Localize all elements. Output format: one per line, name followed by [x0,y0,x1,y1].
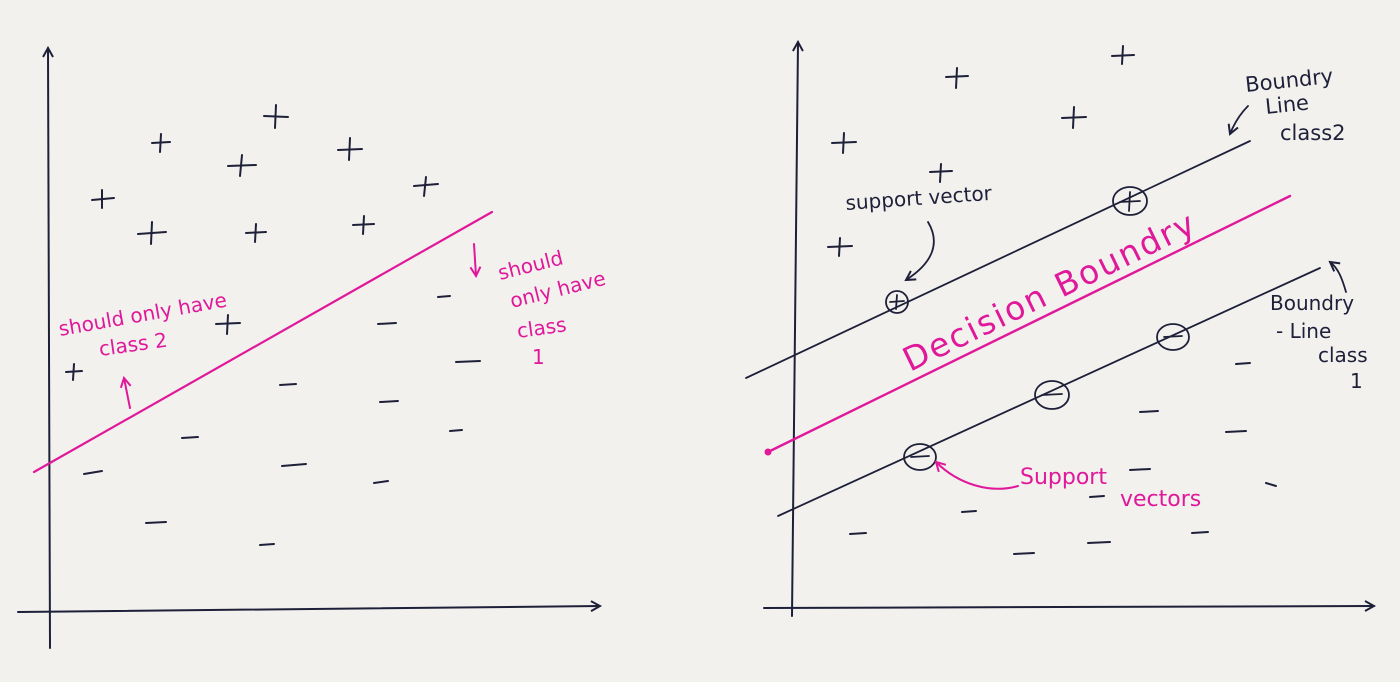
minus-point [1013,552,1035,555]
plus-point [65,363,83,381]
right-x-axis [763,606,1374,608]
support-vectors-pointer [936,462,1019,490]
boundary-class1-pointer [1330,262,1347,293]
minus-point [1191,531,1209,534]
decision-boundary-line [766,194,1292,454]
minus-point [181,436,199,439]
svg-text:class2: class2 [1280,121,1346,145]
plus-point [945,67,969,89]
svg-text:Decision Boundry: Decision Boundry [896,203,1202,379]
boundary-class1-label-line1: Boundry [1270,291,1354,315]
svg-text:Support: Support [1020,465,1107,490]
plus-point [227,154,257,177]
right-panel: support vector Boundry Line class2 Bound… [745,42,1374,617]
decision-boundary-start-dot [764,448,772,456]
svg-text:class 2: class 2 [97,328,168,361]
minus-point [849,532,867,535]
minus-point [1139,410,1159,413]
plus-point [215,314,241,335]
support-vector-minus [903,443,937,471]
minus-point [1129,468,1151,471]
minus-point [1225,430,1247,433]
minus-point [437,295,451,298]
left-plus-points [65,104,439,381]
left-separating-line [32,210,494,474]
plus-point [413,176,439,197]
support-vector-label: support vector [845,181,994,215]
boundary-class1-label-line2: - Line [1276,319,1331,343]
svg-text:Line: Line [1264,91,1310,119]
svg-text:vectors: vectors [1120,487,1201,512]
plus-point [245,223,267,243]
minus-point [279,383,297,386]
boundary-class2-label-line2: Line [1264,91,1310,119]
minus-point [455,360,481,363]
svg-text:class: class [1318,343,1368,367]
plus-point [1111,45,1135,65]
support-vectors-label-line2: vectors [1120,487,1201,512]
left-label-class1-line4: 1 [532,345,545,369]
left-label-class1-line3: class [515,312,568,343]
plus-point [151,133,171,153]
support-vector-minus [1156,323,1190,351]
plus-point [1061,106,1087,129]
plus-point [337,137,363,161]
svg-text:- Line: - Line [1276,319,1331,343]
plus-point [91,189,115,209]
svg-text:1: 1 [532,345,545,369]
minus-point [281,463,307,467]
minus-point [1087,541,1111,544]
left-x-axis [17,606,600,613]
left-label-class2-line2: class 2 [97,328,168,361]
plus-point [827,237,853,257]
minus-point [449,429,463,432]
boundary-class1-label-line3: class [1318,343,1368,367]
support-vector-minus [1034,380,1070,410]
boundary-class1-label-line4: 1 [1350,369,1363,393]
plus-point [352,215,375,235]
support-vectors-label-line1: Support [1020,465,1107,490]
svg-text:1: 1 [1350,369,1363,393]
minus-point [1235,362,1251,365]
svg-text:Boundry: Boundry [1270,291,1354,315]
minus-point [379,400,399,403]
boundary-class2-pointer [1230,105,1249,134]
plus-point [263,104,289,129]
boundary-line-class1 [777,267,1321,517]
right-y-axis [791,42,798,617]
minus-point [83,470,103,475]
boundary-line-class2 [745,140,1251,379]
minus-point [145,521,167,524]
minus-point [961,510,977,513]
minus-point [373,480,389,484]
support-vector-plus [885,290,909,314]
minus-point [259,543,275,546]
plus-point [831,132,857,154]
minus-point [377,322,397,325]
left-arrow-up [124,378,130,409]
left-y-axis [48,48,50,649]
boundary-class2-label-line3: class2 [1280,121,1346,145]
minus-point [1265,482,1277,487]
left-arrow-down [474,243,476,276]
right-minus-points [849,362,1277,555]
plus-point [929,163,953,183]
support-vector-plus [1112,186,1148,216]
svg-text:support vector: support vector [845,181,994,215]
plus-point [137,221,167,245]
support-vector-pointer [906,221,935,280]
right-plus-points [827,45,1135,257]
left-panel: should only have class 2 should only hav… [17,48,608,649]
decision-boundary-label: Decision Boundry [896,203,1202,379]
minus-point [1089,495,1105,498]
svg-text:class: class [515,312,568,343]
left-minus-points [83,295,481,546]
